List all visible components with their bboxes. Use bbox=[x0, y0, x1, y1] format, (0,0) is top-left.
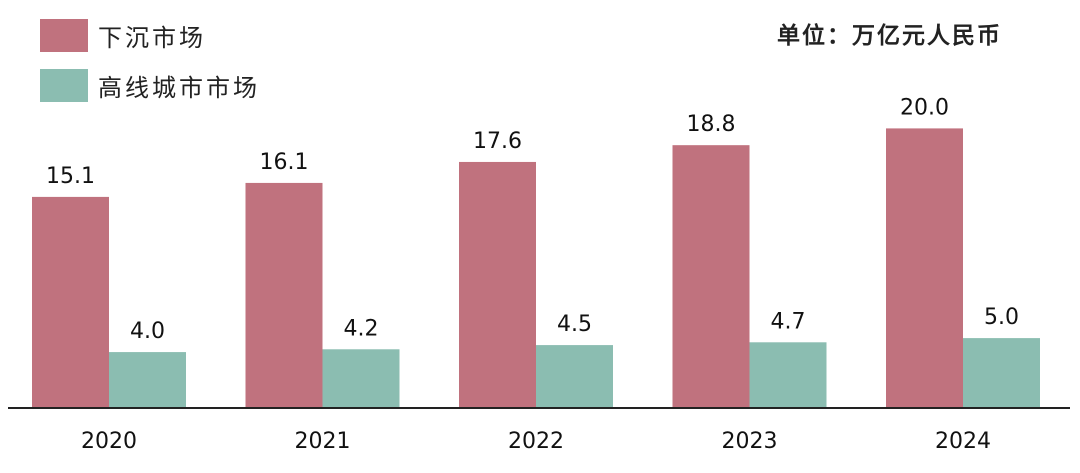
data-label-series2-2023: 4.7 bbox=[771, 309, 806, 334]
bar-series1-2021 bbox=[245, 182, 323, 408]
data-label-series2-2022: 4.5 bbox=[557, 312, 592, 337]
legend: 下沉市场 高线城市市场 bbox=[40, 18, 260, 118]
data-label-series1-2024: 20.0 bbox=[900, 95, 949, 120]
data-label-series2-2021: 4.2 bbox=[344, 316, 379, 341]
bar-series2-2024 bbox=[963, 338, 1040, 408]
x-tick-label-2022: 2022 bbox=[508, 429, 564, 454]
legend-item-series1: 下沉市场 bbox=[40, 18, 260, 52]
x-tick-label-2023: 2023 bbox=[722, 429, 778, 454]
data-label-series2-2020: 4.0 bbox=[130, 319, 165, 344]
legend-swatch-series2 bbox=[40, 68, 88, 102]
data-label-series1-2020: 15.1 bbox=[46, 164, 95, 189]
legend-label-series2: 高线城市市场 bbox=[98, 73, 260, 102]
data-label-series1-2022: 17.6 bbox=[473, 129, 522, 154]
bar-series1-2020 bbox=[32, 196, 109, 408]
x-tick-label-2024: 2024 bbox=[935, 429, 991, 454]
x-tick-label-2020: 2020 bbox=[81, 429, 137, 454]
legend-swatch-series1 bbox=[40, 18, 88, 52]
x-tick-label-2021: 2021 bbox=[295, 429, 351, 454]
bar-series2-2023 bbox=[749, 342, 827, 408]
data-label-series1-2023: 18.8 bbox=[687, 112, 736, 137]
bar-series1-2023 bbox=[672, 145, 750, 408]
legend-label-series1: 下沉市场 bbox=[98, 23, 206, 52]
data-label-series1-2021: 16.1 bbox=[260, 150, 309, 175]
unit-label: 单位：万亿元人民币 bbox=[777, 23, 1002, 49]
bar-series2-2022 bbox=[536, 345, 613, 408]
bar-series1-2022 bbox=[459, 161, 536, 408]
bar-series1-2024 bbox=[886, 128, 963, 408]
data-label-series2-2024: 5.0 bbox=[984, 305, 1019, 330]
legend-item-series2: 高线城市市场 bbox=[40, 68, 260, 102]
bar-series2-2020 bbox=[109, 352, 186, 408]
bar-series2-2021 bbox=[322, 349, 400, 408]
